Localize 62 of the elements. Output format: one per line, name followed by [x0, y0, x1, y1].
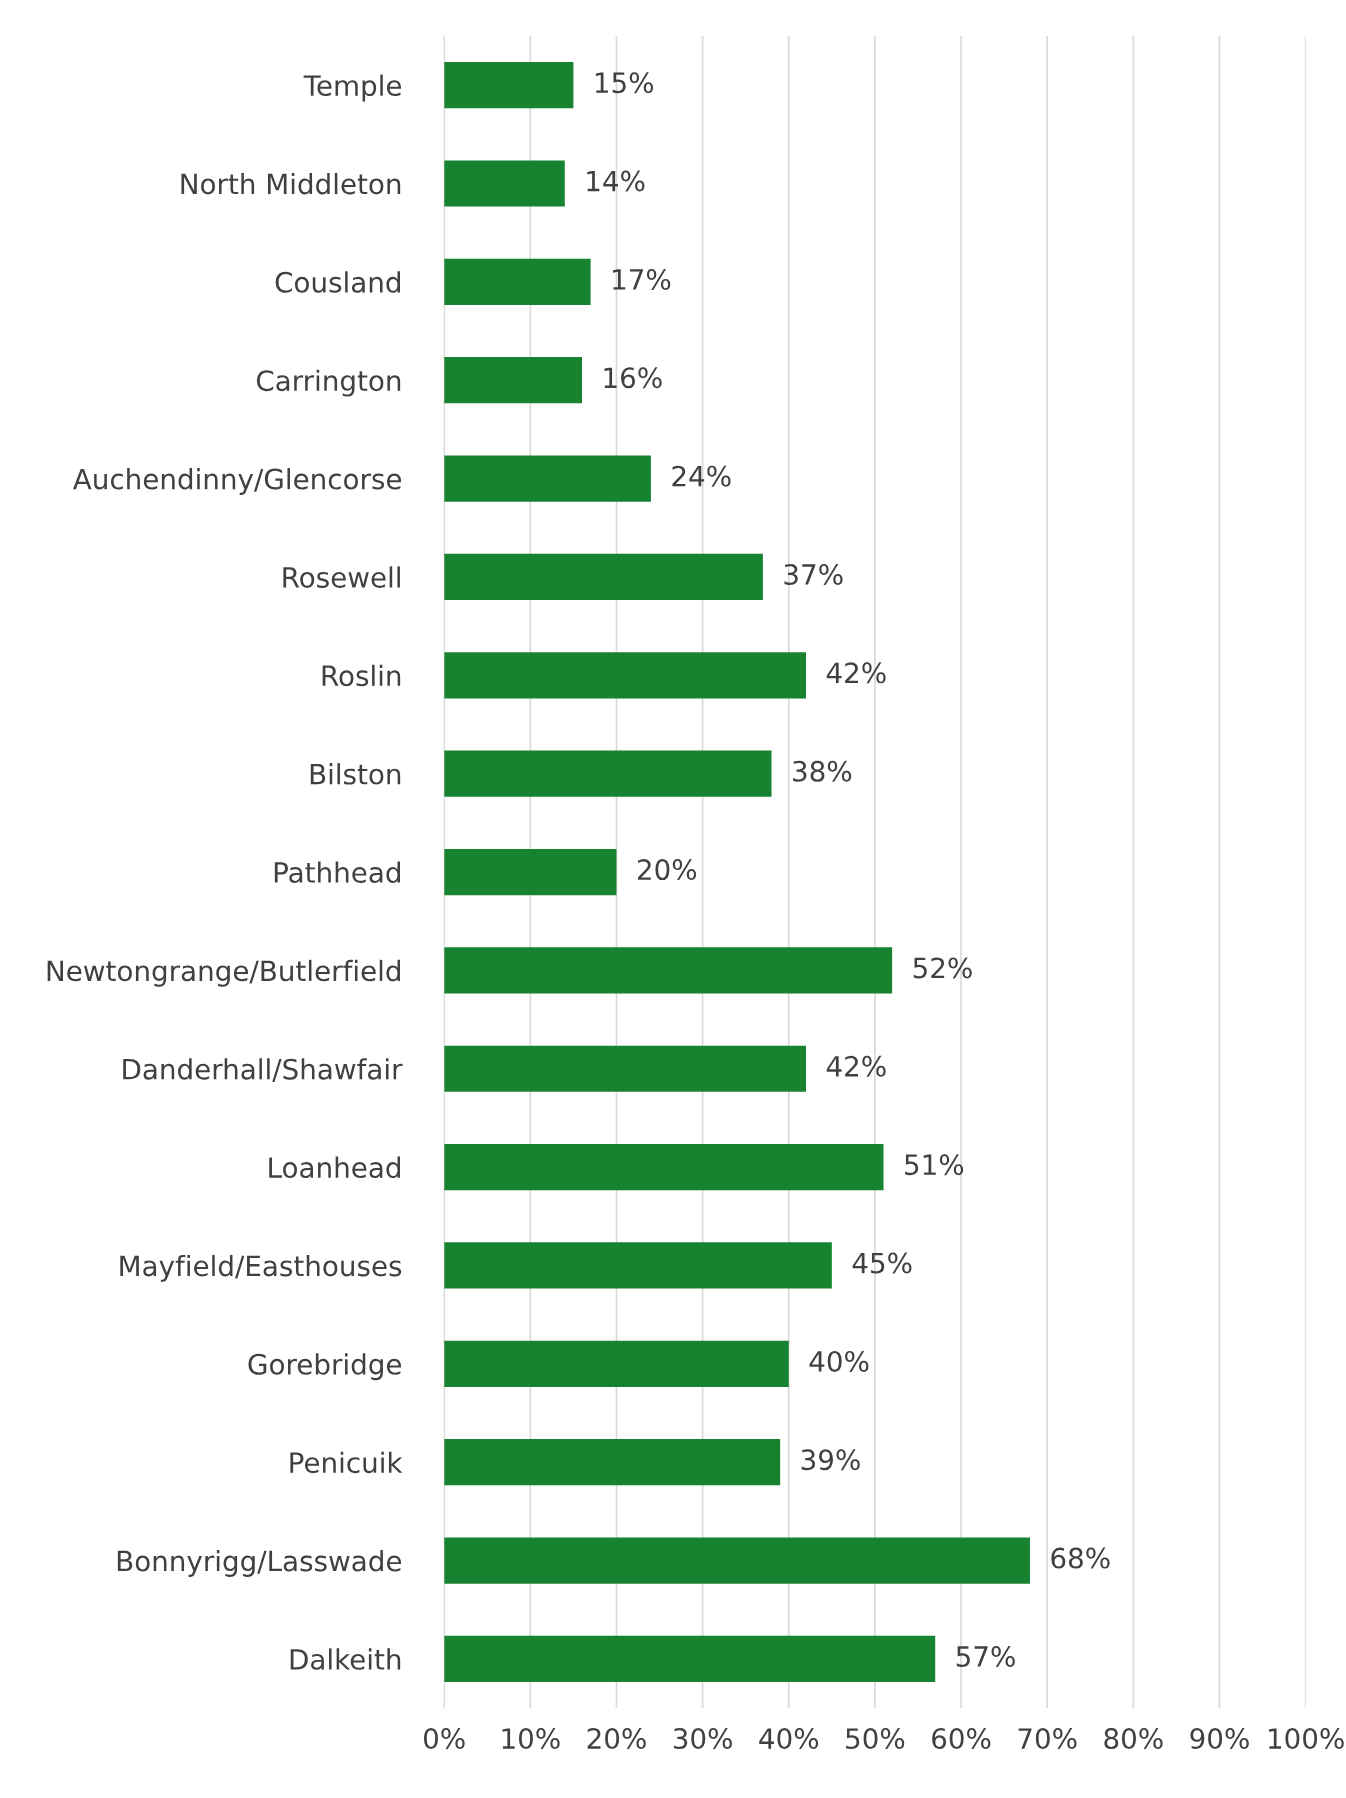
- data-label: 40%: [809, 1350, 869, 1372]
- data-label: 57%: [956, 1645, 1015, 1667]
- x-tick-label: 40%: [759, 1728, 819, 1750]
- x-tick-label: 30%: [673, 1728, 732, 1750]
- bar: [444, 62, 574, 109]
- data-label: 68%: [1051, 1547, 1110, 1569]
- data-label: 39%: [801, 1449, 860, 1471]
- y-tick-label: Dalkeith: [290, 1648, 401, 1670]
- y-tick-label: Loanhead: [269, 1156, 400, 1179]
- y-tick-label: Newtongrange/Butlerfield: [47, 959, 400, 987]
- data-label: 24%: [672, 465, 731, 487]
- data-label: 51%: [905, 1154, 964, 1176]
- y-tick-label: Cousland: [275, 271, 400, 293]
- data-label: 42%: [826, 1055, 886, 1077]
- bar: [444, 258, 591, 305]
- x-tick-label: 0%: [423, 1728, 465, 1750]
- bar: [444, 947, 893, 994]
- bar: [444, 848, 617, 896]
- y-tick-label: Bilston: [310, 763, 401, 785]
- x-tick-label: 50%: [846, 1728, 905, 1750]
- y-tick-label: Mayfield/Easthouses: [120, 1254, 402, 1282]
- bar: [444, 1242, 832, 1289]
- x-tick-label: 20%: [587, 1728, 646, 1750]
- bar: [444, 1340, 789, 1387]
- y-tick-label: Danderhall/Shawfair: [123, 1058, 403, 1082]
- y-tick-label: Pathhead: [274, 861, 400, 883]
- y-tick-label: Gorebridge: [248, 1353, 402, 1381]
- y-tick-label: Carrington: [256, 369, 401, 397]
- data-label: 52%: [913, 957, 972, 979]
- data-label: 16%: [604, 367, 662, 389]
- data-label: 42%: [826, 662, 886, 684]
- y-tick-label: Penicuik: [290, 1451, 403, 1474]
- x-tick-label: 100%: [1268, 1728, 1344, 1750]
- y-tick-label: Roslin: [322, 664, 401, 687]
- bar: [444, 553, 763, 601]
- data-label: 15%: [595, 72, 654, 94]
- data-label: 38%: [793, 760, 852, 782]
- x-tick-label: 10%: [502, 1728, 560, 1750]
- bar: [444, 652, 806, 699]
- data-label: 45%: [852, 1252, 912, 1274]
- bar: [444, 1045, 806, 1092]
- bar: [444, 1635, 936, 1683]
- y-tick-label: Auchendinny/Glencorse: [73, 468, 402, 495]
- bar: [444, 1144, 884, 1191]
- bar: [444, 160, 565, 207]
- y-tick-label: Rosewell: [283, 566, 400, 588]
- y-tick-label: North Middleton: [181, 172, 401, 195]
- bar: [444, 455, 651, 502]
- data-label: 20%: [637, 859, 697, 881]
- data-label: 37%: [784, 564, 843, 586]
- y-tick-label: Bonnyrigg/Lasswade: [117, 1550, 402, 1577]
- bar: [444, 750, 772, 797]
- x-tick-label: 80%: [1104, 1728, 1163, 1750]
- x-tick-label: 70%: [1018, 1728, 1077, 1750]
- data-label: 14%: [587, 170, 645, 192]
- bar: [444, 1537, 1030, 1584]
- bar: [444, 1439, 781, 1486]
- data-label: 17%: [613, 268, 671, 290]
- x-tick-label: 90%: [1190, 1728, 1249, 1750]
- bar: [444, 357, 583, 404]
- x-tick-label: 60%: [932, 1728, 991, 1750]
- y-tick-label: Temple: [303, 74, 402, 102]
